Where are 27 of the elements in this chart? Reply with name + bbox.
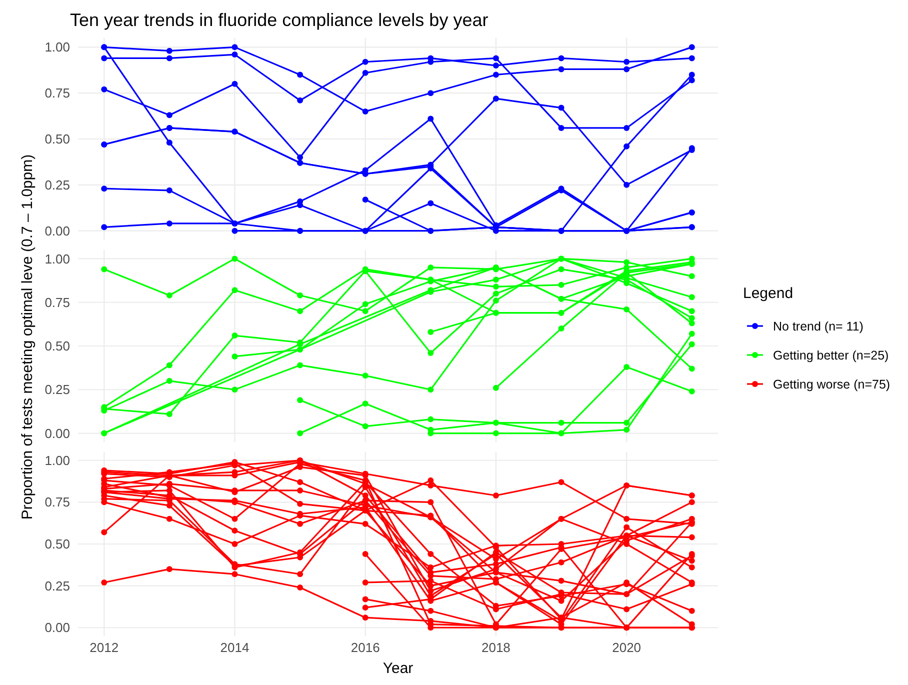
y-tick-label: 0.25 <box>44 382 70 398</box>
y-tick-label: 0.50 <box>44 338 70 354</box>
x-tick-label: 2020 <box>612 640 642 655</box>
y-tick-label: 0.75 <box>44 86 70 101</box>
y-tick-label: 1.00 <box>44 251 70 266</box>
x-tick-label: 2014 <box>220 640 250 655</box>
y-tick-label: 1.00 <box>44 452 70 468</box>
y-tick-label: 0.00 <box>44 223 70 238</box>
legend-label: Getting worse (n=75) <box>773 377 890 392</box>
y-axis-title: Proportion of tests meeting optimal leve (0.7 – 1.0ppm) <box>19 154 36 520</box>
y-tick-label: 0.25 <box>44 578 70 594</box>
y-tick-label: 0.75 <box>44 294 70 310</box>
x-tick-label: 2016 <box>350 640 380 655</box>
y-tick-label: 0.75 <box>44 494 70 510</box>
x-tick-label: 2018 <box>482 640 510 655</box>
y-tick-label: 0.25 <box>44 177 70 192</box>
y-tick-label: 0.00 <box>44 426 70 441</box>
chart-title: Ten year trends in fluoride compliance levels by year <box>70 10 488 30</box>
x-axis-title: Year <box>382 660 414 677</box>
y-tick-label: 0.50 <box>44 132 70 147</box>
legend-label: Getting better (n=25) <box>773 348 889 362</box>
legend-label: No trend (n= 11) <box>773 319 864 334</box>
y-tick-label: 1.00 <box>44 40 70 55</box>
y-tick-label: 0.50 <box>44 536 70 552</box>
x-tick-label: 2012 <box>90 640 119 655</box>
y-tick-label: 0.00 <box>44 620 70 636</box>
legend-title: Legend <box>743 285 794 302</box>
